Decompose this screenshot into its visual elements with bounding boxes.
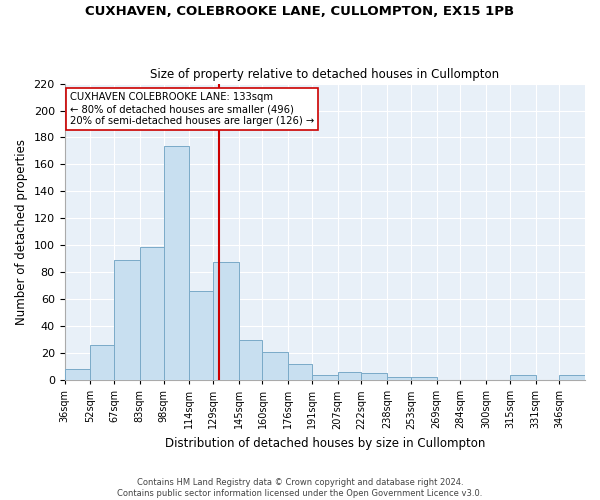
Bar [411, 378, 437, 380]
Bar [288, 364, 312, 380]
Y-axis label: Number of detached properties: Number of detached properties [15, 139, 28, 325]
Bar [90, 345, 114, 380]
Bar [164, 146, 189, 380]
X-axis label: Distribution of detached houses by size in Cullompton: Distribution of detached houses by size … [164, 437, 485, 450]
Text: CUXHAVEN COLEBROOKE LANE: 133sqm
← 80% of detached houses are smaller (496)
20% : CUXHAVEN COLEBROOKE LANE: 133sqm ← 80% o… [70, 92, 314, 126]
Bar [65, 370, 90, 380]
Bar [559, 374, 585, 380]
Bar [262, 352, 288, 380]
Bar [189, 291, 213, 380]
Bar [140, 246, 164, 380]
Text: CUXHAVEN, COLEBROOKE LANE, CULLOMPTON, EX15 1PB: CUXHAVEN, COLEBROOKE LANE, CULLOMPTON, E… [85, 5, 515, 18]
Bar [387, 378, 411, 380]
Bar [510, 374, 536, 380]
Bar [361, 374, 387, 380]
Bar [338, 372, 361, 380]
Text: Contains HM Land Registry data © Crown copyright and database right 2024.
Contai: Contains HM Land Registry data © Crown c… [118, 478, 482, 498]
Bar [114, 260, 140, 380]
Bar [239, 340, 262, 380]
Bar [213, 262, 239, 380]
Title: Size of property relative to detached houses in Cullompton: Size of property relative to detached ho… [150, 68, 499, 81]
Bar [312, 374, 338, 380]
